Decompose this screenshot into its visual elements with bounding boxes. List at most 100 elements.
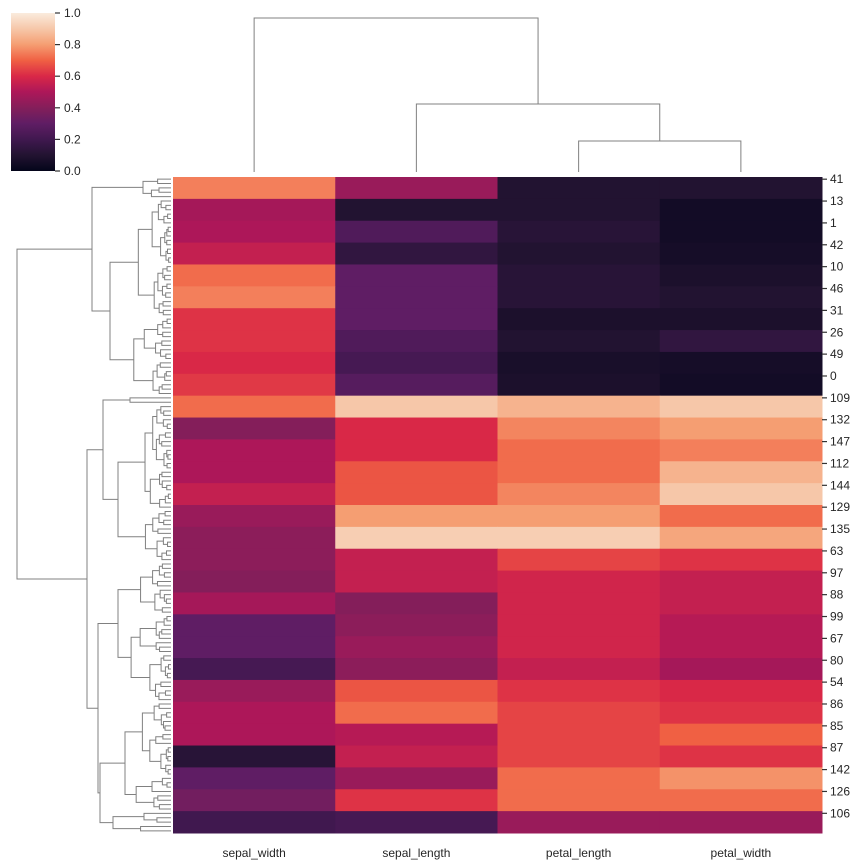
row-tick-label: 106 <box>830 806 850 820</box>
heatmap-cell <box>335 439 498 462</box>
dendrogram-link <box>161 340 171 346</box>
row-tick-label: 46 <box>830 282 844 296</box>
heatmap-cell <box>173 198 336 222</box>
dendrogram-link <box>156 581 171 587</box>
dendrogram-link <box>158 631 171 639</box>
dendrogram-link <box>97 622 118 794</box>
dendrogram-link <box>166 449 171 458</box>
column-dendrogram <box>253 17 742 172</box>
column-tick-labels: sepal_width sepal_length petal_length petal… <box>222 846 771 860</box>
colorbar-gradient <box>11 13 55 171</box>
heatmap-cell <box>659 592 823 615</box>
dendrogram-link <box>167 454 171 460</box>
colorbar-tick-label: 0.8 <box>64 38 81 52</box>
dendrogram-link <box>161 384 171 390</box>
dendrogram-link <box>161 563 171 569</box>
heatmap-cell <box>659 767 823 790</box>
dendrogram-link <box>157 178 171 185</box>
heatmap-cell <box>335 308 498 331</box>
row-tick-label: 135 <box>830 522 850 536</box>
heatmap-cell <box>497 308 661 331</box>
dendrogram-link <box>163 618 171 626</box>
heatmap-cell <box>659 395 823 419</box>
dendrogram-link <box>160 681 171 687</box>
dendrogram-link <box>166 672 171 679</box>
row-tick-label: 129 <box>830 500 850 514</box>
heatmap-cell <box>497 570 661 593</box>
row-tick-label: 97 <box>830 566 844 580</box>
row-tick-label: 41 <box>830 172 844 186</box>
heatmap-cell <box>659 526 823 550</box>
dendrogram-link <box>166 228 171 237</box>
heatmap-cell <box>173 330 336 353</box>
dendrogram-link <box>162 331 171 338</box>
heatmap-cell <box>335 417 498 440</box>
row-tick-label: 0 <box>830 369 837 383</box>
row-tick-label: 87 <box>830 741 844 755</box>
dendrogram-link <box>167 769 171 775</box>
row-tick-label: 13 <box>830 194 844 208</box>
heatmap-cell <box>173 439 336 462</box>
dendrogram-link <box>158 187 171 193</box>
colorbar-tick-label: 0.0 <box>64 164 81 178</box>
dendrogram-link <box>159 589 171 599</box>
dendrogram-link <box>16 248 92 580</box>
heatmap-cell <box>659 308 823 331</box>
dendrogram-link <box>163 655 171 661</box>
dendrogram-link <box>253 17 539 172</box>
dendrogram-link <box>164 690 171 696</box>
heatmap-cell <box>335 767 498 790</box>
dendrogram-link <box>163 410 171 416</box>
heatmap-cell <box>659 636 823 659</box>
heatmap-cell <box>497 767 661 790</box>
dendrogram-link <box>124 731 143 795</box>
dendrogram-link <box>163 594 171 602</box>
row-tick-label: 54 <box>830 675 844 689</box>
heatmap-cell <box>659 198 823 222</box>
heatmap-cell <box>335 745 498 768</box>
heatmap-cell <box>335 789 498 812</box>
dendrogram-link <box>166 712 171 718</box>
heatmap-cell <box>335 483 498 506</box>
heatmap-cell <box>497 373 661 397</box>
dendrogram-link <box>160 406 171 414</box>
heatmap-cell <box>497 177 661 200</box>
heatmap-cells <box>173 177 823 834</box>
dendrogram-link <box>167 226 171 233</box>
heatmap-cell <box>659 351 823 375</box>
heatmap-cell <box>497 461 661 484</box>
dendrogram-link <box>578 140 742 172</box>
heatmap-cell <box>335 395 498 419</box>
dendrogram-link <box>141 712 155 752</box>
heatmap-cell <box>173 636 336 659</box>
row-tick-label: 49 <box>830 347 844 361</box>
dendrogram-link <box>86 449 103 709</box>
heatmap-cell <box>659 789 823 812</box>
heatmap-cell <box>173 789 336 812</box>
dendrogram-link <box>155 683 161 697</box>
heatmap-cell <box>173 548 336 572</box>
heatmap-cell <box>173 373 336 397</box>
column-label: petal_length <box>546 846 611 860</box>
row-tick-label: 132 <box>830 413 850 427</box>
heatmap-cell <box>335 679 498 703</box>
heatmap-cell <box>335 330 498 353</box>
dendrogram-link <box>166 550 171 556</box>
heatmap-cell <box>497 614 661 637</box>
dendrogram-link <box>162 734 171 740</box>
row-tick-label: 26 <box>830 325 844 339</box>
heatmap-cell <box>173 308 336 331</box>
heatmap-cell <box>659 264 823 287</box>
colorbar: 0.0 0.2 0.4 0.6 0.8 1.0 <box>11 6 81 178</box>
row-tick-label: 10 <box>830 260 844 274</box>
row-tick-label: 99 <box>830 610 844 624</box>
dendrogram-link <box>166 423 171 429</box>
heatmap-cell <box>335 373 498 397</box>
heatmap-cell <box>173 395 336 419</box>
dendrogram-link <box>155 621 165 636</box>
dendrogram-link <box>156 409 164 424</box>
dendrogram-link <box>142 180 158 194</box>
dendrogram-link <box>91 186 143 312</box>
dendrogram-link <box>99 762 125 824</box>
